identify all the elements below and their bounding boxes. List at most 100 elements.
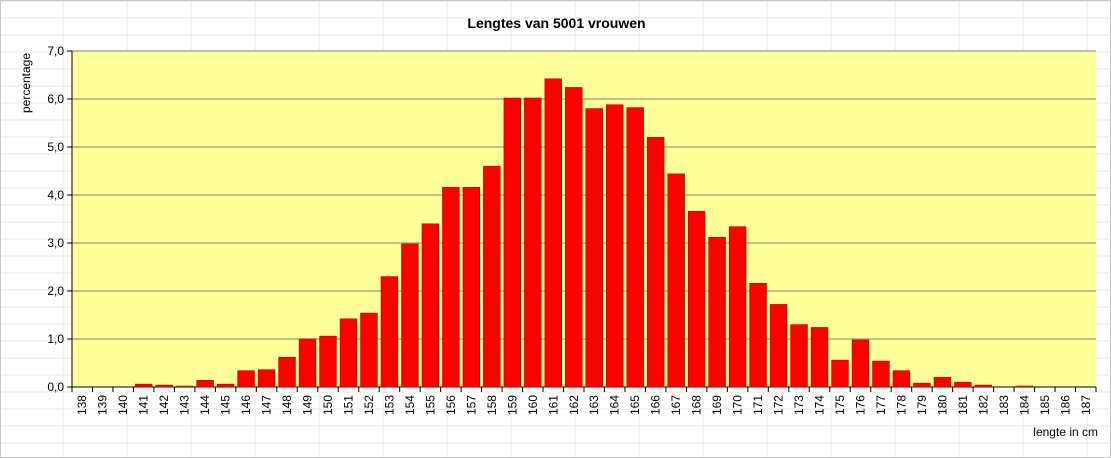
x-tick-label: 169 bbox=[710, 395, 724, 415]
y-tick-label: 1,0 bbox=[47, 332, 64, 346]
x-tick-label: 145 bbox=[219, 395, 233, 415]
x-tick-label: 165 bbox=[628, 395, 642, 415]
bar bbox=[134, 383, 153, 388]
x-tick-label: 159 bbox=[505, 395, 519, 415]
x-tick-label: 147 bbox=[260, 395, 274, 415]
y-tick-label: 7,0 bbox=[47, 44, 64, 58]
x-tick-label: 172 bbox=[772, 395, 786, 415]
bar bbox=[933, 377, 952, 388]
x-tick-label: 163 bbox=[587, 395, 601, 415]
x-tick-label: 180 bbox=[935, 395, 949, 415]
x-tick-label: 154 bbox=[403, 395, 417, 415]
x-tick-label: 140 bbox=[116, 395, 130, 415]
x-tick-label: 142 bbox=[157, 395, 171, 415]
bar bbox=[974, 384, 993, 388]
bar bbox=[667, 173, 685, 388]
bar bbox=[442, 187, 460, 388]
bar bbox=[196, 379, 214, 388]
bar bbox=[237, 370, 255, 388]
x-tick-label: 151 bbox=[341, 395, 355, 415]
x-tick-label: 138 bbox=[75, 395, 89, 415]
x-tick-label: 185 bbox=[1038, 395, 1052, 415]
y-tick-label: 5,0 bbox=[47, 140, 64, 154]
x-tick-label: 178 bbox=[894, 395, 908, 415]
x-tick-label: 179 bbox=[915, 395, 929, 415]
bar bbox=[421, 223, 440, 388]
x-tick-label: 158 bbox=[485, 395, 499, 415]
x-tick-label: 156 bbox=[444, 395, 458, 415]
bar bbox=[606, 104, 624, 388]
x-tick-label: 168 bbox=[690, 395, 704, 415]
x-tick-label: 170 bbox=[731, 395, 745, 415]
bar bbox=[646, 137, 665, 388]
bar bbox=[175, 385, 194, 388]
bar bbox=[585, 108, 603, 388]
bar bbox=[360, 312, 378, 388]
x-tick-label: 162 bbox=[567, 395, 581, 415]
chart-title: Lengtes van 5001 vrouwen bbox=[467, 15, 646, 31]
bar bbox=[728, 226, 747, 388]
bar bbox=[810, 327, 829, 388]
x-tick-label: 144 bbox=[198, 395, 212, 415]
bar bbox=[462, 187, 481, 388]
x-tick-label: 148 bbox=[280, 395, 294, 415]
bar bbox=[155, 384, 173, 388]
bar bbox=[790, 324, 808, 388]
y-tick-label: 4,0 bbox=[47, 188, 64, 202]
x-tick-label: 171 bbox=[751, 395, 765, 415]
x-tick-label: 141 bbox=[137, 395, 151, 415]
bar bbox=[339, 318, 358, 388]
bar bbox=[913, 382, 931, 388]
x-tick-label: 161 bbox=[546, 395, 560, 415]
bar bbox=[831, 359, 849, 388]
x-tick-label: 177 bbox=[874, 395, 888, 415]
bar bbox=[298, 338, 317, 388]
bar bbox=[216, 383, 235, 388]
x-tick-label: 186 bbox=[1058, 395, 1072, 415]
y-tick-label: 0,0 bbox=[47, 380, 64, 394]
x-tick-label: 183 bbox=[997, 395, 1011, 415]
bar bbox=[954, 381, 972, 388]
bar bbox=[851, 339, 870, 388]
x-tick-label: 150 bbox=[321, 395, 335, 415]
y-tick-label: 6,0 bbox=[47, 92, 64, 106]
bar bbox=[565, 87, 583, 388]
bar bbox=[626, 107, 644, 388]
x-tick-label: 152 bbox=[362, 395, 376, 415]
bar bbox=[687, 211, 706, 388]
bar bbox=[503, 97, 522, 388]
x-tick-label: 139 bbox=[96, 395, 110, 415]
x-tick-label: 146 bbox=[239, 395, 253, 415]
x-axis-label: lengte in cm bbox=[1033, 425, 1098, 439]
bar bbox=[892, 370, 911, 388]
x-tick-label: 174 bbox=[813, 395, 827, 415]
y-tick-label: 3,0 bbox=[47, 236, 64, 250]
bar bbox=[544, 78, 562, 388]
x-tick-label: 184 bbox=[1017, 395, 1031, 415]
x-tick-label: 153 bbox=[382, 395, 396, 415]
bar bbox=[483, 165, 501, 388]
bar bbox=[769, 304, 788, 388]
x-tick-label: 155 bbox=[423, 395, 437, 415]
x-tick-label: 166 bbox=[649, 395, 663, 415]
bar bbox=[749, 283, 767, 388]
x-tick-label: 160 bbox=[526, 395, 540, 415]
x-tick-label: 182 bbox=[976, 395, 990, 415]
x-tick-label: 175 bbox=[833, 395, 847, 415]
bar bbox=[708, 236, 726, 388]
x-tick-label: 173 bbox=[792, 395, 806, 415]
bar bbox=[872, 360, 890, 388]
x-tick-label: 149 bbox=[301, 395, 315, 415]
plot-area bbox=[72, 51, 1096, 387]
x-tick-label: 167 bbox=[669, 395, 683, 415]
bar bbox=[319, 335, 337, 388]
x-tick-label: 176 bbox=[853, 395, 867, 415]
x-tick-label: 157 bbox=[464, 395, 478, 415]
bar bbox=[278, 356, 296, 388]
bar bbox=[401, 243, 419, 388]
bar bbox=[1015, 385, 1034, 388]
y-tick-label: 2,0 bbox=[47, 284, 64, 298]
bar bbox=[524, 97, 542, 388]
